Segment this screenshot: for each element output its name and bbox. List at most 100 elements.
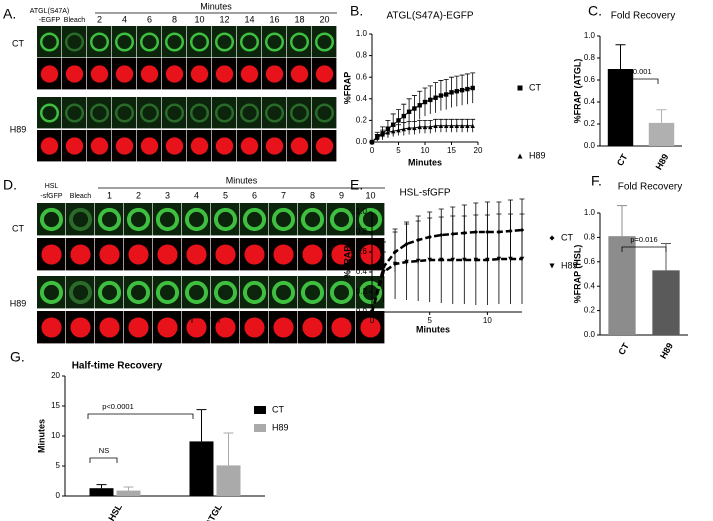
x-tick-label: CT: [616, 341, 631, 357]
significance-bracket: [191, 317, 220, 323]
panel-letter: F.: [591, 173, 602, 189]
data-point: [422, 124, 428, 130]
data-point: [462, 257, 467, 263]
legend-marker: [549, 263, 555, 269]
data-point: [459, 87, 465, 93]
data-point: [369, 139, 375, 145]
lipid-droplet-ring: [184, 207, 209, 232]
y-tick-label: 10: [51, 431, 60, 440]
panel-letter: D.: [3, 177, 17, 193]
error-bar: [615, 44, 626, 69]
lipid-droplet: [215, 317, 236, 338]
data-point: [433, 123, 438, 128]
lipid-droplet-ring: [271, 207, 296, 232]
lipid-droplet-ring: [90, 32, 109, 52]
lipid-droplet-ring: [140, 32, 159, 52]
chart-title: HSL-sfGFP: [399, 188, 450, 199]
x-tick-label: H89: [658, 341, 675, 360]
y-tick-label: 0.4: [584, 281, 596, 290]
timepoint-label: 2: [97, 14, 102, 24]
y-tick-label: 0.2: [356, 116, 368, 125]
data-point: [465, 123, 470, 128]
error-bar: [96, 484, 107, 489]
legend-label: H89: [561, 260, 578, 270]
lipid-droplet: [90, 65, 109, 83]
y-tick-label: 20: [51, 371, 60, 380]
y-tick-label: 1.0: [584, 31, 596, 40]
lipid-droplet: [360, 317, 381, 338]
data-point: [508, 256, 513, 262]
lipid-droplet-ring: [242, 280, 267, 305]
lipid-droplet: [290, 65, 309, 83]
data-point: [401, 113, 406, 119]
error-bar: [123, 486, 134, 491]
y-tick-label: 5: [56, 461, 61, 470]
y-tick-label: 0.8: [584, 233, 596, 242]
lipid-droplet-ring: [165, 32, 184, 52]
x-tick-label: CT: [615, 152, 630, 168]
data-point: [449, 90, 454, 95]
data-point: [485, 257, 490, 263]
lipid-droplet: [157, 244, 178, 265]
bar: [189, 441, 214, 496]
row-label: CT: [12, 38, 24, 48]
significance-bracket: [621, 246, 667, 252]
y-tick-label: 0.6: [356, 72, 368, 81]
data-point: [496, 256, 502, 262]
lipid-droplet-ring: [329, 207, 354, 232]
bleach-label: Bleach: [64, 17, 86, 24]
lipid-droplet-ring: [90, 103, 109, 123]
lipid-droplet-ring: [290, 103, 309, 123]
error-bar: [196, 409, 207, 442]
x-tick-label: 0: [370, 146, 375, 155]
series-line: [370, 228, 523, 313]
y-tick-label: 0.4: [356, 94, 368, 103]
legend-label: CT: [529, 82, 541, 92]
lipid-droplet: [331, 244, 352, 265]
data-point: [375, 135, 380, 140]
lipid-droplet-ring: [115, 32, 134, 52]
lipid-droplet: [360, 244, 381, 265]
significance-label: p<0.001: [624, 67, 651, 76]
lipid-droplet: [40, 65, 59, 83]
lipid-droplet: [244, 317, 265, 338]
lipid-droplet-ring: [300, 280, 325, 305]
y-tick-label: 0.6: [584, 257, 596, 266]
data-point: [444, 123, 449, 128]
lipid-droplet: [190, 137, 209, 155]
x-tick-label: 20: [474, 146, 483, 155]
data-point: [396, 118, 401, 123]
lipid-droplet: [190, 65, 209, 83]
data-point: [391, 129, 396, 134]
bar: [608, 236, 636, 335]
lipid-droplet-ring: [65, 32, 84, 52]
data-point: [449, 123, 454, 128]
significance-bracket: [87, 413, 194, 419]
lipid-droplet-ring: [68, 207, 93, 232]
data-point: [470, 123, 475, 128]
data-point: [427, 257, 432, 263]
panel-letter: C.: [588, 3, 602, 19]
x-axis-label: Minutes: [408, 157, 442, 167]
row-label: CT: [12, 223, 24, 233]
lipid-droplet-ring: [39, 207, 64, 232]
lipid-droplet-ring: [97, 207, 122, 232]
data-point: [404, 259, 409, 265]
legend-label: CT: [272, 404, 284, 414]
lipid-droplet-ring: [358, 280, 383, 305]
data-point: [392, 261, 398, 267]
x-axis-label: Minutes: [416, 324, 450, 334]
row-label: H89: [10, 124, 27, 134]
lipid-droplet: [70, 244, 91, 265]
data-point: [439, 257, 444, 263]
significance-bracket: [621, 78, 659, 84]
x-tick-label: 0: [370, 316, 375, 325]
lipid-droplet: [302, 317, 323, 338]
timepoint-label: 1: [107, 190, 112, 200]
lipid-droplet-ring: [315, 32, 334, 52]
x-tick-label: 5: [396, 146, 401, 155]
timepoint-label: 6: [147, 14, 152, 24]
lipid-droplet: [140, 137, 159, 155]
data-point: [385, 130, 391, 135]
